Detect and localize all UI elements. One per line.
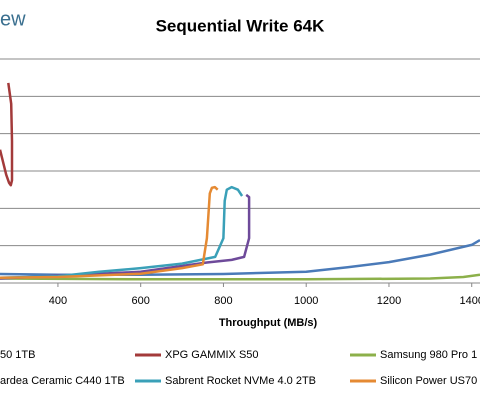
series-line <box>0 193 251 280</box>
chart-title: Sequential Write 64K <box>156 16 326 35</box>
x-tick-label: 600 <box>132 295 150 307</box>
x-axis-label: Throughput (MB/s) <box>219 317 318 329</box>
series-line <box>0 185 244 280</box>
legend-label: XPG GAMMIX S50 <box>165 349 259 361</box>
x-tick-label: 1200 <box>377 295 401 307</box>
legend-label: Samsung 980 Pro 1 <box>380 349 477 361</box>
series-line <box>0 82 14 187</box>
legend-label: Sabrent Rocket NVMe 4.0 2TB <box>165 375 316 387</box>
series-line <box>0 185 219 280</box>
legend-label: ardea Ceramic C440 1TB <box>0 375 125 387</box>
brand-logo: ew <box>0 8 26 30</box>
x-tick-label: 800 <box>214 295 232 307</box>
series-line <box>0 273 480 281</box>
x-tick-label: 400 <box>49 295 67 307</box>
legend-label: Silicon Power US70 <box>380 375 477 387</box>
legend-label: 50 1TB <box>0 349 35 361</box>
x-tick-label: 1400 <box>459 295 480 307</box>
x-tick-label: 1000 <box>294 295 318 307</box>
